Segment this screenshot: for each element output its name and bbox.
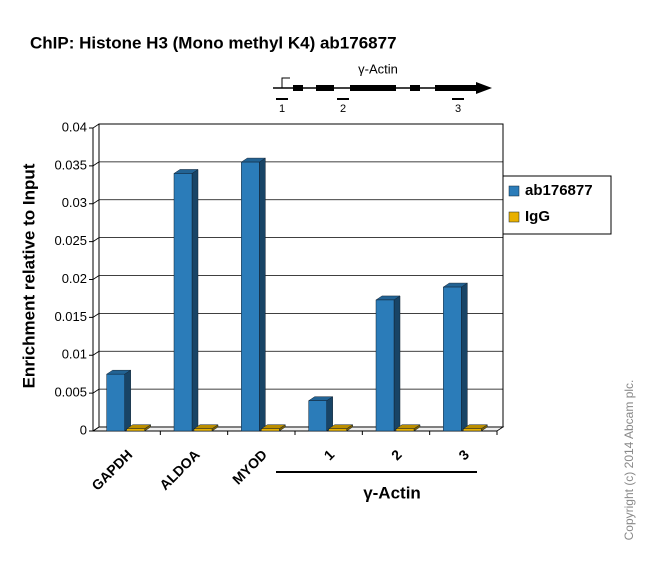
- y-tick-label: 0.035: [54, 157, 87, 172]
- x-tick-label: 3: [455, 446, 472, 463]
- exon: [316, 85, 334, 91]
- chart-title: ChIP: Histone H3 (Mono methyl K4) ab1768…: [30, 33, 397, 52]
- bar: [463, 428, 482, 432]
- grid-line-depth: [92, 275, 100, 280]
- y-tick-label: 0.015: [54, 309, 87, 324]
- exon: [350, 85, 396, 91]
- bar: [443, 286, 462, 432]
- x-tick-label: 2: [388, 446, 405, 463]
- bar: [126, 428, 145, 432]
- tss-arrow: [281, 77, 290, 88]
- grid-line-depth: [92, 161, 100, 167]
- bar: [261, 428, 280, 432]
- gene-arrow: [476, 82, 492, 94]
- grid-line-depth: [92, 123, 100, 129]
- legend-label: IgG: [525, 208, 550, 225]
- legend-swatch: [508, 185, 520, 197]
- bar-side: [191, 168, 199, 432]
- grid-line-depth: [92, 426, 100, 432]
- bar-side: [259, 157, 266, 432]
- bar: [375, 299, 395, 432]
- y-axis-label: Enrichment relative to Input: [19, 163, 38, 388]
- grid-line-depth: [92, 313, 100, 318]
- exon: [410, 85, 420, 91]
- region-label: 2: [340, 103, 346, 115]
- bar: [193, 428, 213, 432]
- y-tick-label: 0.01: [62, 347, 87, 362]
- y-tick-label: 0.005: [54, 385, 87, 400]
- bar: [173, 173, 193, 432]
- x-tick-label: MYOD: [229, 446, 270, 487]
- region-label: 3: [455, 103, 461, 115]
- plot-floor: [91, 426, 505, 432]
- grid-line-depth: [92, 237, 100, 242]
- group-label: γ-Actin: [363, 483, 421, 502]
- x-tick-label: GAPDH: [88, 446, 135, 493]
- x-tick-label: ALDOA: [156, 446, 203, 493]
- region-label: 1: [279, 103, 285, 115]
- bar: [328, 428, 347, 432]
- y-tick-label: 0.02: [62, 271, 87, 286]
- copyright: Copyright (c) 2014 Abcam plc.: [622, 380, 636, 541]
- bar-side: [393, 295, 401, 432]
- bar: [395, 428, 415, 432]
- y-tick-label: 0: [80, 422, 87, 437]
- bar: [106, 373, 125, 432]
- y-tick-label: 0.025: [54, 233, 87, 248]
- exon: [293, 85, 303, 91]
- bar-side: [461, 282, 468, 432]
- y-tick-label: 0.04: [62, 119, 87, 134]
- legend-swatch: [508, 211, 520, 223]
- grid-line-depth: [92, 199, 100, 205]
- bar: [308, 400, 327, 432]
- bar-side: [326, 396, 333, 432]
- grid-line-depth: [92, 388, 100, 394]
- gene-diagram: γ-Actin 1 2 3: [273, 61, 492, 115]
- y-tick-label: 0.03: [62, 195, 87, 210]
- gene-label: γ-Actin: [358, 61, 398, 76]
- grid-line-depth: [92, 350, 100, 356]
- legend-box: [502, 175, 612, 235]
- bar: [241, 161, 260, 432]
- exon: [435, 85, 479, 91]
- bar-side: [124, 369, 131, 432]
- legend-label: ab176877: [525, 182, 593, 199]
- x-tick-label: 1: [321, 446, 338, 463]
